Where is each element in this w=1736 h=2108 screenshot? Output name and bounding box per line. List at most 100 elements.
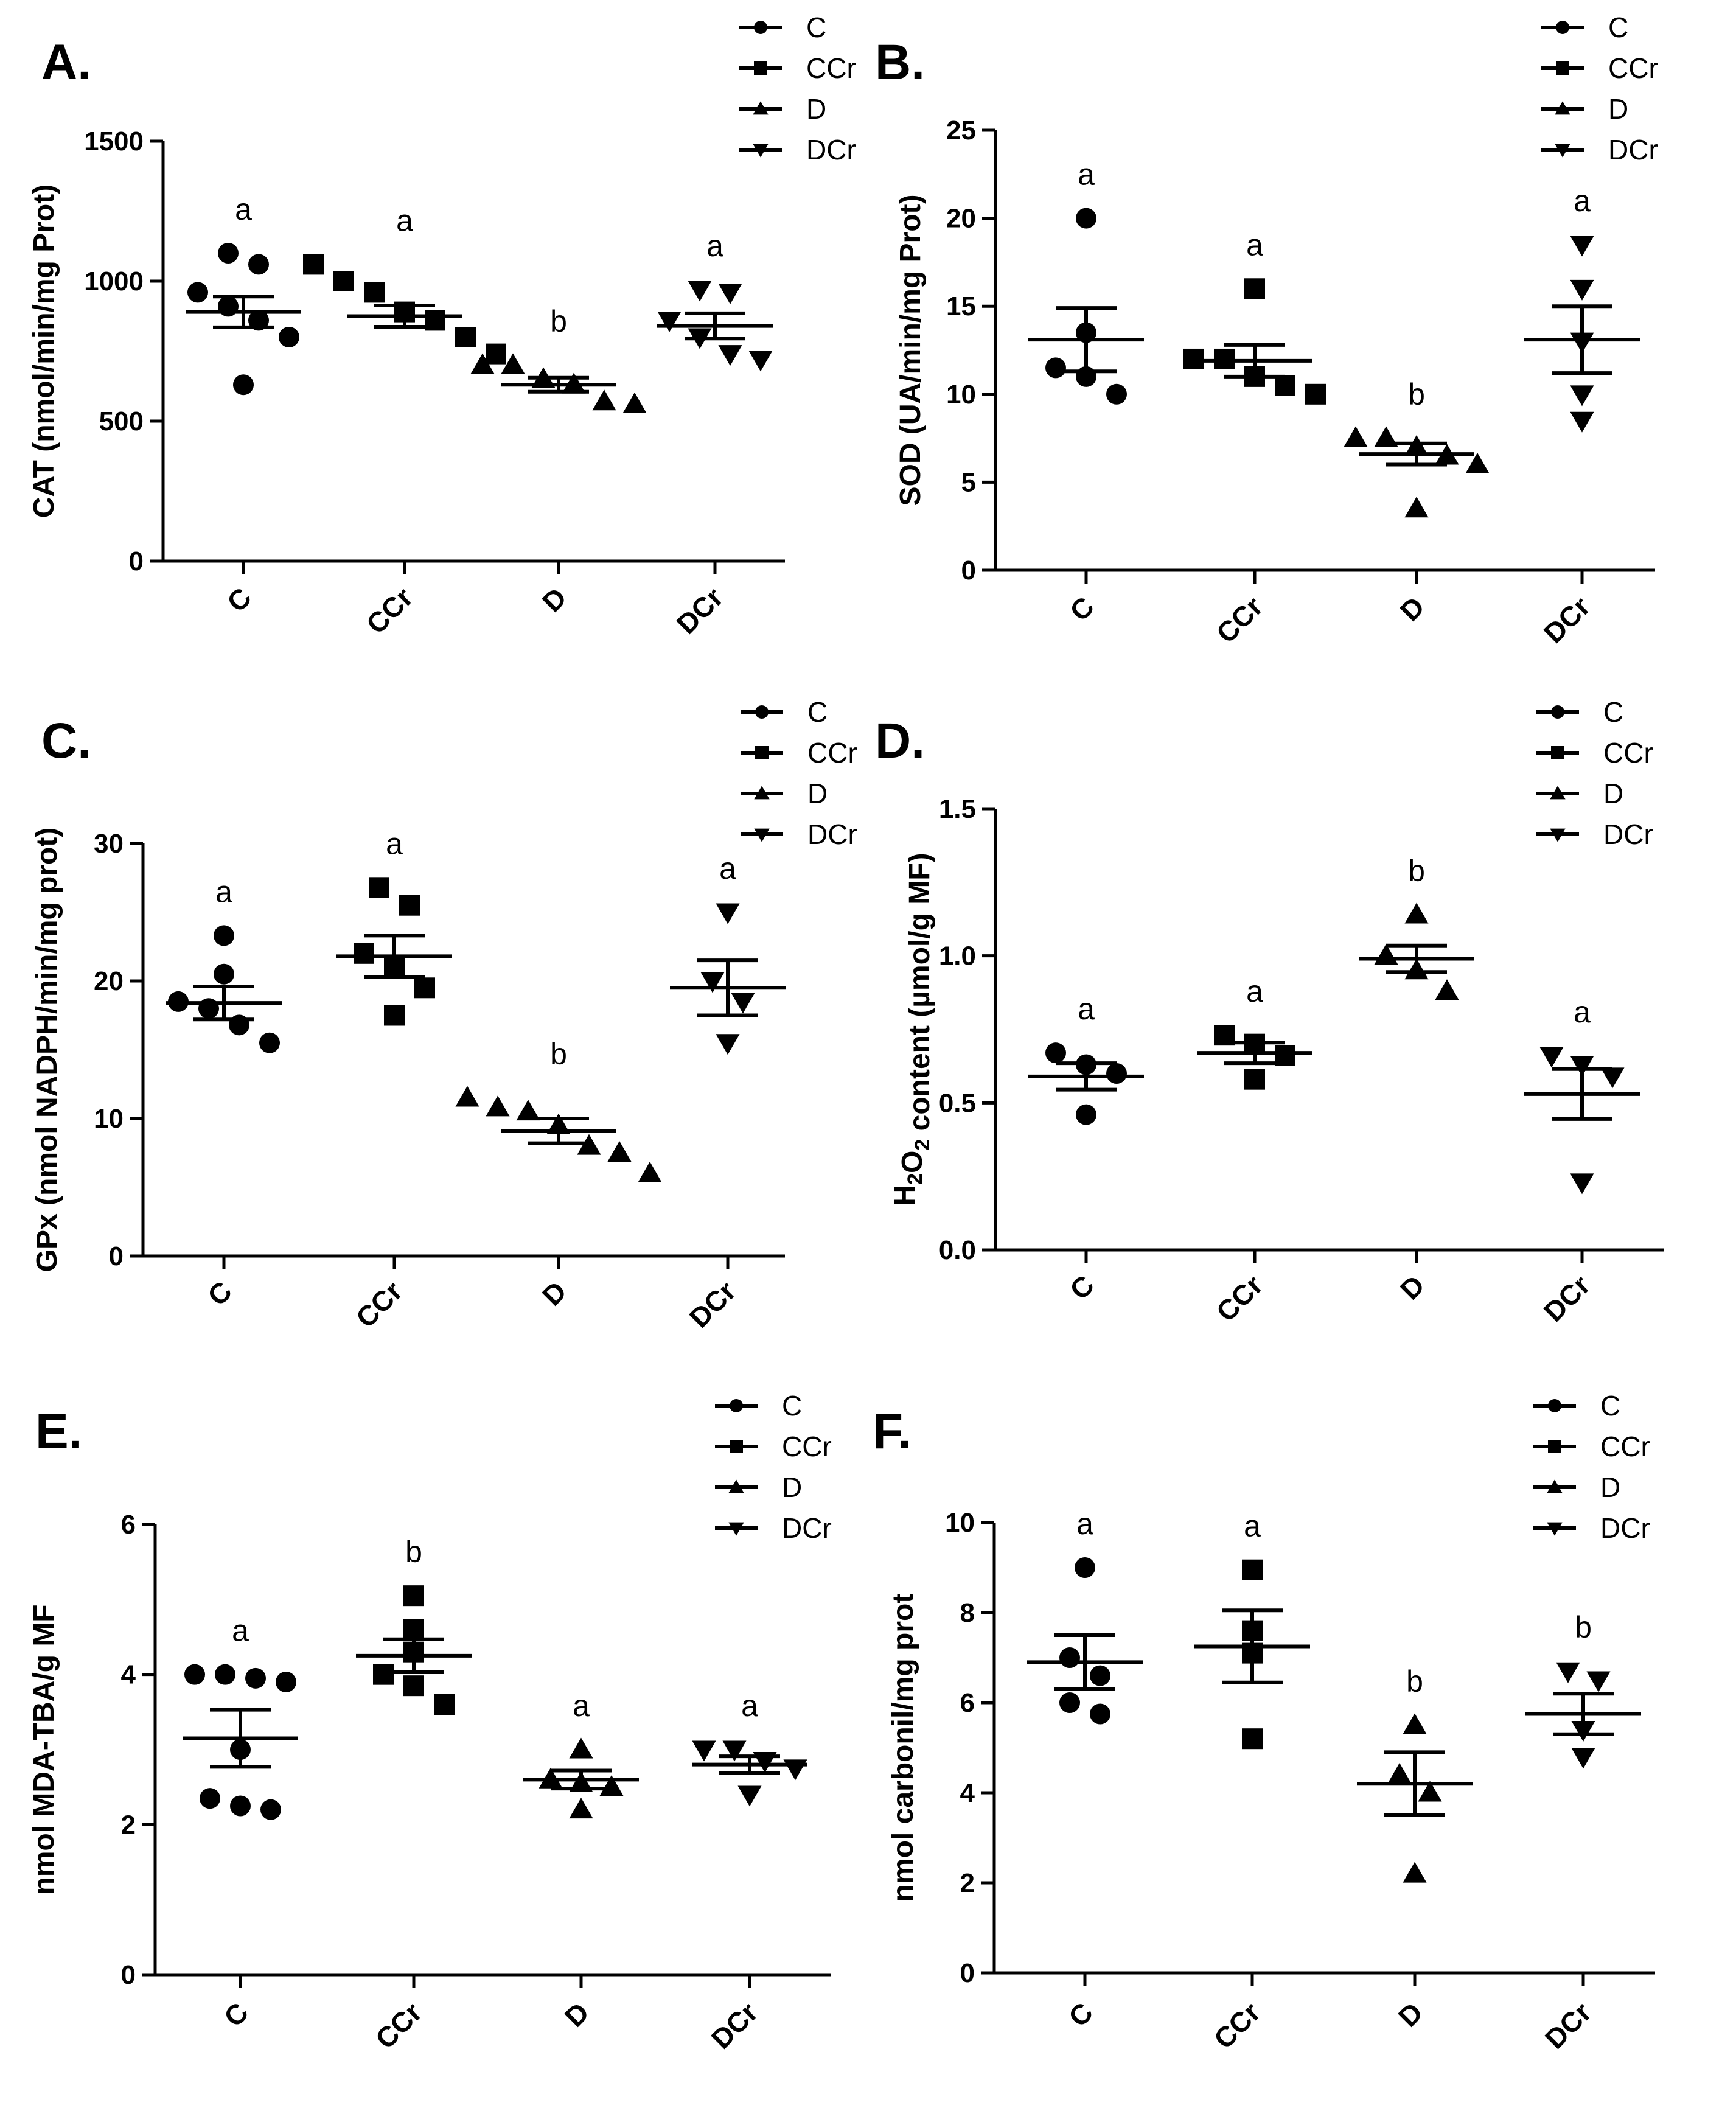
data-point <box>1059 1647 1080 1668</box>
x-tick-label: CCr <box>360 581 419 640</box>
data-point <box>1059 1692 1080 1713</box>
data-point <box>1556 1662 1580 1683</box>
data-point <box>716 903 740 924</box>
legend-label: DCr <box>1608 134 1658 166</box>
x-tick-label: DCr <box>1539 1996 1597 2054</box>
data-point <box>1570 411 1594 433</box>
data-point <box>200 1788 220 1809</box>
legend-marker <box>1551 705 1564 719</box>
data-point <box>414 977 435 999</box>
data-point <box>1403 1713 1427 1734</box>
y-tick-label: 1000 <box>84 267 144 296</box>
significance-letter: b <box>1406 1664 1423 1698</box>
data-point <box>369 877 389 898</box>
data-point <box>688 281 712 302</box>
data-point <box>403 1585 424 1607</box>
data-point <box>455 327 476 347</box>
y-tick-label: 0.5 <box>939 1088 976 1118</box>
data-point <box>1403 1862 1427 1883</box>
significance-letter: a <box>741 1689 758 1723</box>
y-axis-label: H2O2 content (µmol/g MF) <box>889 853 936 1206</box>
significance-letter: a <box>1246 228 1263 262</box>
y-tick-label: 8 <box>960 1598 975 1628</box>
legend-label: DCr <box>782 1512 832 1544</box>
y-tick-label: 0 <box>129 546 144 576</box>
legend-label: CCr <box>782 1431 832 1462</box>
legend-marker <box>1556 21 1569 34</box>
significance-letter: a <box>235 192 252 226</box>
y-axis-label: CAT (nmol/min/mg Prot) <box>28 184 60 518</box>
y-axis-label: nmol MDA-TBA/g MF <box>28 1604 60 1894</box>
data-point <box>403 1619 424 1640</box>
data-point <box>569 1737 593 1759</box>
x-tick-label: D <box>1394 1269 1431 1305</box>
data-point <box>403 1675 424 1697</box>
significance-letter: a <box>386 826 403 860</box>
data-point <box>1076 1104 1096 1125</box>
data-point <box>692 1740 716 1762</box>
data-point <box>622 392 647 413</box>
legend-marker <box>1550 828 1566 842</box>
data-point <box>470 353 495 374</box>
data-point <box>722 1740 747 1762</box>
data-point <box>1570 1173 1594 1195</box>
legend-marker <box>1547 1479 1563 1493</box>
y-tick-label: 20 <box>946 204 976 234</box>
x-tick-label: D <box>1392 1996 1429 2033</box>
y-tick-label: 6 <box>960 1688 975 1718</box>
data-point <box>364 282 385 303</box>
significance-letter: a <box>706 229 723 263</box>
data-point <box>486 343 506 365</box>
panel-label: A. <box>41 35 91 90</box>
x-tick-label: CCr <box>369 1996 428 2054</box>
y-tick-label: 10 <box>94 1104 124 1134</box>
x-tick-label: DCr <box>705 1996 764 2054</box>
data-point <box>215 1664 235 1685</box>
data-point <box>333 271 354 291</box>
panel-a: A. 0 500 1000 1500 C CCr D DCr CAT (nmol/min/mg P… <box>28 12 856 640</box>
data-point <box>260 1799 281 1820</box>
data-point <box>718 283 742 304</box>
legend-label: D <box>782 1471 802 1503</box>
y-axis-label: SOD (UA/min/mg Prot) <box>894 195 927 506</box>
legend-marker <box>730 1440 743 1453</box>
data-point <box>592 389 616 411</box>
y-tick-label: 25 <box>946 116 976 145</box>
data-point <box>354 943 374 964</box>
legend-label: D <box>806 93 826 125</box>
y-tick-label: 15 <box>946 291 976 321</box>
data-point <box>716 1034 740 1055</box>
legend-label: D <box>1608 93 1628 125</box>
y-tick-label: 1500 <box>84 127 144 156</box>
data-point <box>187 282 208 303</box>
data-point <box>599 1775 624 1796</box>
y-tick-label: 30 <box>94 829 124 859</box>
data-point <box>184 1664 205 1685</box>
data-point <box>1106 383 1127 405</box>
legend-label: D <box>1600 1471 1620 1503</box>
y-tick-label: 5 <box>961 467 976 497</box>
data-point <box>1242 1559 1263 1580</box>
data-point <box>230 1795 251 1817</box>
data-point <box>384 1005 405 1026</box>
data-point <box>1570 236 1594 257</box>
legend-label: DCr <box>1600 1512 1650 1544</box>
data-point <box>1075 1557 1095 1578</box>
data-point <box>1600 1067 1625 1089</box>
legend-marker <box>1548 1399 1561 1412</box>
data-point <box>1045 1042 1066 1064</box>
legend-marker <box>754 828 770 842</box>
panel-b: B. 0 5 10 15 20 25 C CCr D DCr SOD (UA/min/mg Prot)… <box>875 12 1658 649</box>
data-point <box>737 1785 762 1807</box>
data-point <box>1570 385 1594 407</box>
data-point <box>1045 357 1066 379</box>
data-point <box>373 1664 394 1685</box>
x-tick-label: C <box>221 581 257 618</box>
data-point <box>638 1161 662 1182</box>
data-point <box>214 963 234 985</box>
legend-marker <box>754 61 767 75</box>
data-point <box>1244 278 1265 299</box>
data-point <box>1404 902 1429 924</box>
legend-marker <box>1556 61 1569 75</box>
data-point <box>1242 1728 1263 1750</box>
